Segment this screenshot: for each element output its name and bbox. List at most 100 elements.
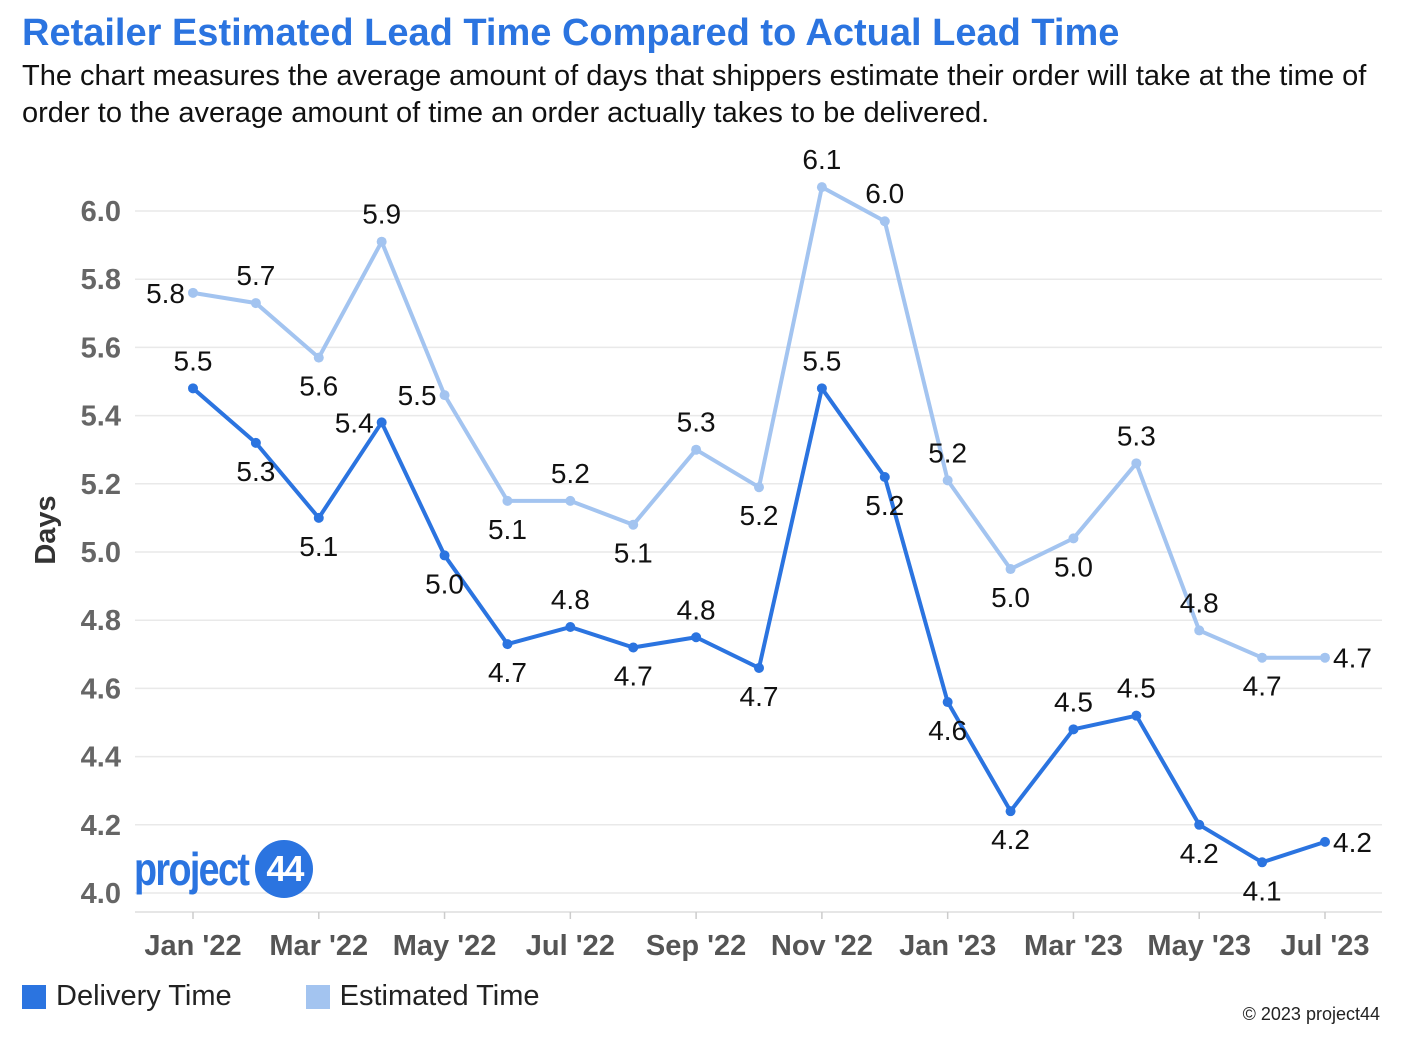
data-point-estimated[interactable] — [879, 216, 890, 227]
data-point-estimated[interactable] — [942, 475, 953, 486]
x-axis-ticks: Jan '22 Mar '22 May '22 Jul '22 Sep '22 Nov '… — [144, 912, 1370, 962]
data-point-delivery[interactable] — [313, 512, 324, 523]
data-labels: 5.5 5.3 5.1 5.4 5.0 4.7 4.8 4.7 4.8 4.7 5.5 5.2 4.6 4… — [146, 144, 1372, 906]
y-tick-label: 5.2 — [81, 469, 121, 501]
logo-wordmark: project — [134, 843, 250, 895]
data-point-estimated[interactable] — [439, 390, 450, 401]
data-label-estimated: 5.2 — [928, 437, 967, 468]
data-point-estimated[interactable] — [1194, 625, 1205, 636]
data-point-delivery[interactable] — [1131, 710, 1142, 721]
x-tick-label: Jul '22 — [526, 930, 615, 962]
data-label-estimated: 5.2 — [740, 500, 779, 531]
data-point-estimated[interactable] — [565, 495, 576, 506]
chart-subtitle: The chart measures the average amount of… — [22, 60, 1367, 129]
data-label-delivery: 4.7 — [614, 660, 653, 691]
data-point-delivery[interactable] — [188, 383, 198, 394]
data-point-delivery[interactable] — [376, 417, 387, 428]
x-tick-label: Jan '23 — [899, 930, 996, 962]
data-label-delivery: 4.1 — [1243, 875, 1282, 906]
y-tick-label: 4.8 — [81, 605, 121, 637]
legend-swatch-estimated — [305, 984, 330, 1009]
x-tick-label: Nov '22 — [771, 930, 873, 962]
x-tick-label: Mar '22 — [269, 930, 368, 962]
y-tick-label: 5.4 — [81, 401, 121, 433]
x-tick-label: May '23 — [1147, 930, 1251, 962]
chart-title: Retailer Estimated Lead Time Compared to… — [22, 12, 1120, 54]
data-label-delivery: 5.5 — [174, 345, 213, 376]
y-axis-ticks: 4.0 4.2 4.4 4.6 4.8 5.0 5.2 5.4 5.6 5.8 6.0 — [81, 196, 121, 910]
data-point-estimated[interactable] — [691, 444, 702, 455]
y-tick-label: 5.8 — [81, 264, 121, 296]
series-line-delivery — [191, 386, 1327, 865]
data-point-delivery[interactable] — [439, 550, 450, 561]
data-point-delivery[interactable] — [250, 437, 261, 448]
data-point-estimated[interactable] — [1257, 652, 1268, 663]
data-label-estimated: 4.7 — [1333, 643, 1372, 674]
data-point-delivery[interactable] — [1320, 836, 1330, 847]
data-label-delivery: 5.1 — [299, 531, 338, 562]
data-label-estimated: 5.9 — [362, 199, 401, 230]
data-point-delivery[interactable] — [1194, 819, 1205, 830]
data-label-estimated: 4.7 — [1243, 671, 1282, 702]
data-label-delivery: 4.2 — [1180, 838, 1219, 869]
data-point-estimated[interactable] — [1068, 533, 1079, 544]
data-label-delivery: 4.8 — [551, 584, 590, 615]
y-tick-label: 4.4 — [81, 742, 121, 774]
data-point-delivery[interactable] — [879, 471, 890, 482]
legend-label-estimated: Estimated Time — [339, 980, 540, 1012]
y-tick-label: 5.0 — [81, 537, 121, 569]
data-label-estimated: 5.6 — [299, 371, 338, 402]
data-label-delivery: 4.2 — [991, 824, 1030, 855]
legend-label-delivery: Delivery Time — [56, 980, 232, 1012]
data-label-estimated: 5.3 — [1117, 420, 1156, 451]
data-point-estimated[interactable] — [1005, 564, 1016, 575]
y-axis-label: Days — [30, 495, 62, 564]
data-point-delivery[interactable] — [502, 639, 513, 650]
data-point-delivery[interactable] — [816, 383, 827, 394]
x-tick-label: May '22 — [393, 930, 497, 962]
data-point-estimated[interactable] — [1320, 652, 1330, 663]
x-tick-label: Sep '22 — [646, 930, 746, 962]
data-point-estimated[interactable] — [188, 287, 198, 298]
legend-item-delivery[interactable]: Delivery Time — [22, 980, 232, 1013]
legend-item-estimated[interactable]: Estimated Time — [305, 980, 540, 1013]
data-point-estimated[interactable] — [376, 236, 387, 247]
data-label-estimated: 5.2 — [551, 458, 590, 489]
data-point-delivery[interactable] — [754, 662, 764, 673]
data-label-delivery: 5.0 — [425, 568, 464, 599]
data-point-delivery[interactable] — [1068, 724, 1079, 735]
data-point-estimated[interactable] — [313, 352, 324, 363]
data-point-estimated[interactable] — [754, 482, 764, 493]
y-tick-label: 4.2 — [81, 810, 121, 842]
data-point-estimated[interactable] — [628, 519, 639, 530]
data-point-delivery[interactable] — [1005, 806, 1016, 817]
data-point-delivery[interactable] — [942, 697, 953, 708]
data-label-delivery: 5.3 — [236, 456, 275, 487]
data-label-estimated: 5.0 — [991, 582, 1030, 613]
data-point-delivery[interactable] — [691, 632, 702, 643]
data-point-delivery[interactable] — [565, 622, 576, 633]
y-tick-label: 4.0 — [81, 878, 121, 910]
data-label-delivery: 5.4 — [335, 407, 374, 438]
data-point-estimated[interactable] — [1131, 458, 1142, 469]
data-point-delivery[interactable] — [628, 642, 639, 653]
data-label-estimated: 5.1 — [614, 538, 653, 569]
data-point-estimated[interactable] — [502, 495, 513, 506]
data-label-estimated: 5.7 — [236, 260, 275, 291]
data-label-estimated: 5.0 — [1054, 551, 1093, 582]
x-tick-label: Jul '23 — [1280, 930, 1369, 962]
data-point-estimated[interactable] — [816, 182, 827, 193]
data-label-estimated: 4.8 — [1180, 587, 1219, 618]
data-label-estimated: 6.0 — [865, 178, 904, 209]
data-point-estimated[interactable] — [250, 298, 261, 309]
copyright: © 2023 project44 — [1242, 1004, 1380, 1024]
y-tick-label: 4.6 — [81, 673, 121, 705]
data-label-delivery: 4.7 — [488, 657, 527, 688]
data-label-estimated: 5.5 — [398, 380, 437, 411]
x-tick-label: Mar '23 — [1024, 930, 1123, 962]
y-tick-label: 5.6 — [81, 332, 121, 364]
data-label-delivery: 4.7 — [740, 681, 779, 712]
legend: Delivery Time Estimated Time — [22, 980, 614, 1013]
data-point-delivery[interactable] — [1257, 857, 1268, 868]
